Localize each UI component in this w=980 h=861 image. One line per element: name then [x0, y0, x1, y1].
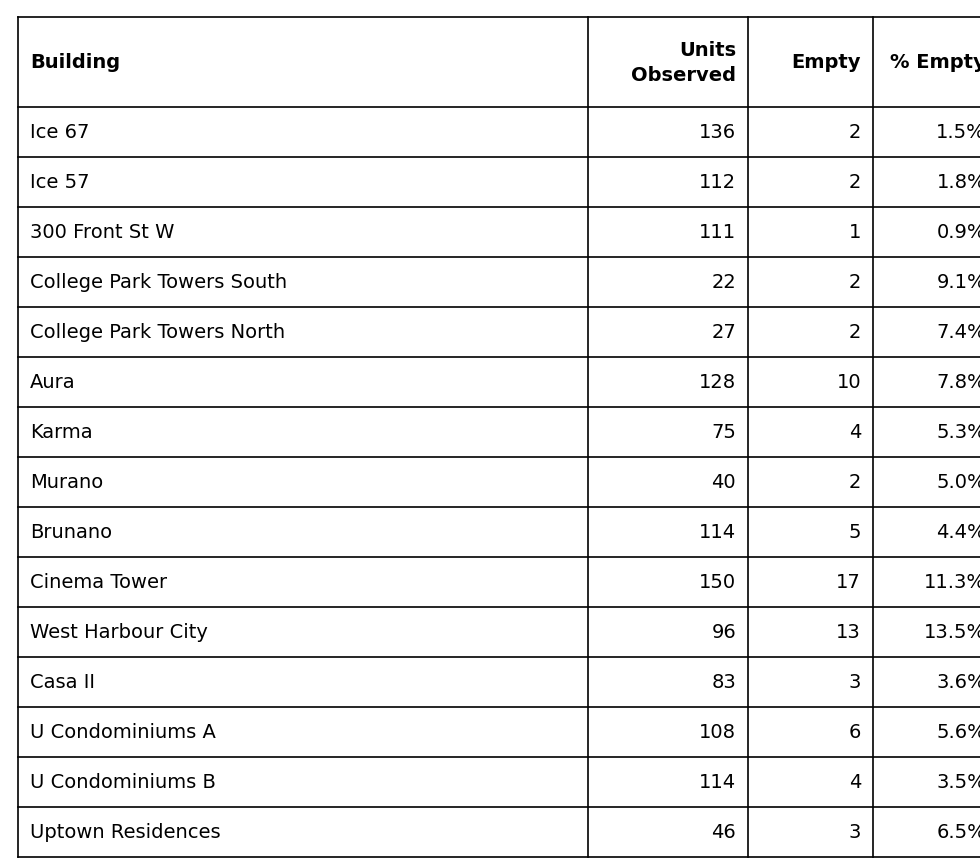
Text: Casa II: Casa II: [30, 672, 95, 691]
Text: Brunano: Brunano: [30, 523, 112, 542]
Text: Units
Observed: Units Observed: [631, 41, 736, 85]
Text: % Empty: % Empty: [890, 53, 980, 72]
Text: 40: 40: [711, 473, 736, 492]
Text: 3.6%: 3.6%: [936, 672, 980, 691]
Text: 13.5%: 13.5%: [924, 623, 980, 641]
Text: 5.0%: 5.0%: [936, 473, 980, 492]
Text: 111: 111: [699, 223, 736, 242]
Text: 96: 96: [711, 623, 736, 641]
Text: 136: 136: [699, 123, 736, 142]
Text: 3: 3: [849, 822, 861, 841]
Text: 128: 128: [699, 373, 736, 392]
Text: 11.3%: 11.3%: [924, 573, 980, 592]
Text: 7.8%: 7.8%: [936, 373, 980, 392]
Text: College Park Towers North: College Park Towers North: [30, 323, 285, 342]
Text: 0.9%: 0.9%: [937, 223, 980, 242]
Text: 1.5%: 1.5%: [936, 123, 980, 142]
Text: 112: 112: [699, 173, 736, 192]
Text: Empty: Empty: [792, 53, 861, 72]
Text: 2: 2: [849, 173, 861, 192]
Text: 2: 2: [849, 123, 861, 142]
Text: Building: Building: [30, 53, 121, 72]
Text: 300 Front St W: 300 Front St W: [30, 223, 174, 242]
Text: U Condominiums A: U Condominiums A: [30, 722, 216, 741]
Text: 2: 2: [849, 273, 861, 292]
Text: West Harbour City: West Harbour City: [30, 623, 208, 641]
Text: 83: 83: [711, 672, 736, 691]
Text: 6: 6: [849, 722, 861, 741]
Text: Uptown Residences: Uptown Residences: [30, 822, 220, 841]
Text: 3.5%: 3.5%: [936, 772, 980, 791]
Text: 108: 108: [699, 722, 736, 741]
Text: 4: 4: [849, 772, 861, 791]
Text: Karma: Karma: [30, 423, 93, 442]
Text: 75: 75: [711, 423, 736, 442]
Text: 1: 1: [849, 223, 861, 242]
Text: 7.4%: 7.4%: [936, 323, 980, 342]
Text: Ice 67: Ice 67: [30, 123, 89, 142]
Text: College Park Towers South: College Park Towers South: [30, 273, 287, 292]
Text: 5.6%: 5.6%: [936, 722, 980, 741]
Text: U Condominiums B: U Condominiums B: [30, 772, 216, 791]
Text: 13: 13: [836, 623, 861, 641]
Text: Aura: Aura: [30, 373, 75, 392]
Text: 10: 10: [836, 373, 861, 392]
Text: 46: 46: [711, 822, 736, 841]
Text: 27: 27: [711, 323, 736, 342]
Text: Cinema Tower: Cinema Tower: [30, 573, 168, 592]
Text: 9.1%: 9.1%: [936, 273, 980, 292]
Text: 3: 3: [849, 672, 861, 691]
Text: 1.8%: 1.8%: [936, 173, 980, 192]
Text: 4.4%: 4.4%: [936, 523, 980, 542]
Text: 2: 2: [849, 323, 861, 342]
Text: 5.3%: 5.3%: [936, 423, 980, 442]
Text: 2: 2: [849, 473, 861, 492]
Text: 4: 4: [849, 423, 861, 442]
Text: 114: 114: [699, 772, 736, 791]
Text: 150: 150: [699, 573, 736, 592]
Text: 6.5%: 6.5%: [936, 822, 980, 841]
Text: 17: 17: [836, 573, 861, 592]
Text: 5: 5: [849, 523, 861, 542]
Text: Murano: Murano: [30, 473, 103, 492]
Text: Ice 57: Ice 57: [30, 173, 89, 192]
Text: 114: 114: [699, 523, 736, 542]
Text: 22: 22: [711, 273, 736, 292]
